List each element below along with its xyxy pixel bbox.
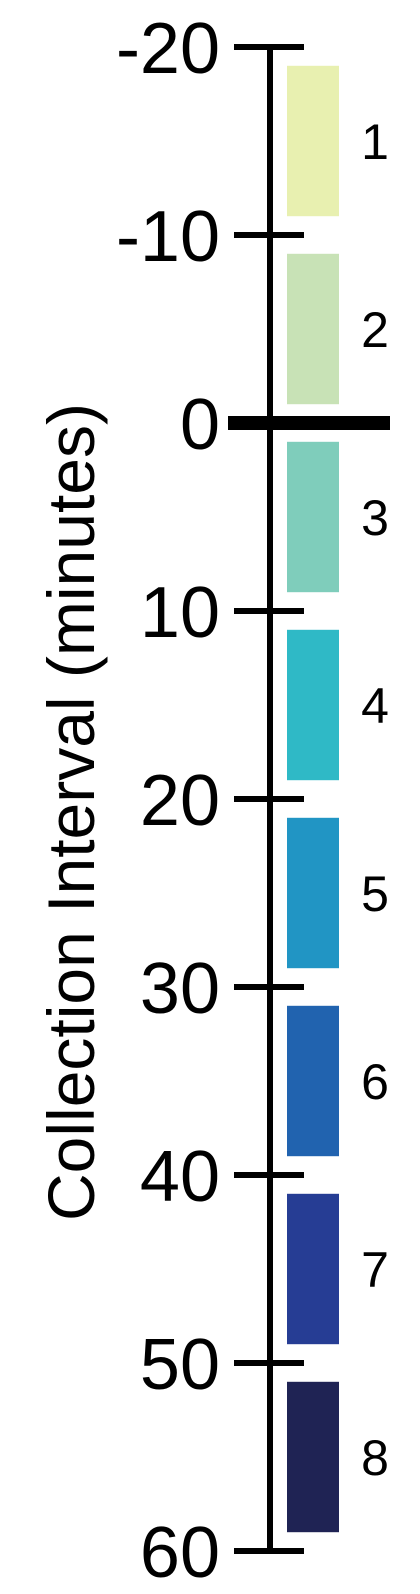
interval-label: 7 [361,1242,389,1298]
tick-label: 0 [180,385,220,465]
tick-label: 60 [140,1513,220,1593]
tick-label: 40 [140,1137,220,1217]
interval-bar [287,1381,339,1533]
tick-label: 30 [140,949,220,1029]
interval-bar [287,441,339,593]
interval-bar [287,1005,339,1157]
interval-bar [287,65,339,217]
interval-bar [287,629,339,781]
axis-title: Collection Interval (minutes) [34,403,108,1221]
interval-label: 3 [361,490,389,546]
interval-label: 2 [361,302,389,358]
tick-label: -10 [116,197,220,277]
interval-label: 4 [361,678,389,734]
tick-label: 20 [140,761,220,841]
interval-label: 6 [361,1054,389,1110]
tick-label: 50 [140,1325,220,1405]
interval-label: 1 [361,114,389,170]
interval-label: 5 [361,866,389,922]
interval-bar [287,253,339,405]
tick-label: -20 [116,9,220,89]
axis-ticks: -20 -10 0 10 20 30 40 50 60 [116,9,390,1593]
interval-bars: 1 2 3 4 5 6 7 8 [287,65,389,1533]
interval-bar [287,1193,339,1345]
interval-label: 8 [361,1430,389,1486]
tick-label: 10 [140,573,220,653]
interval-bar [287,817,339,969]
